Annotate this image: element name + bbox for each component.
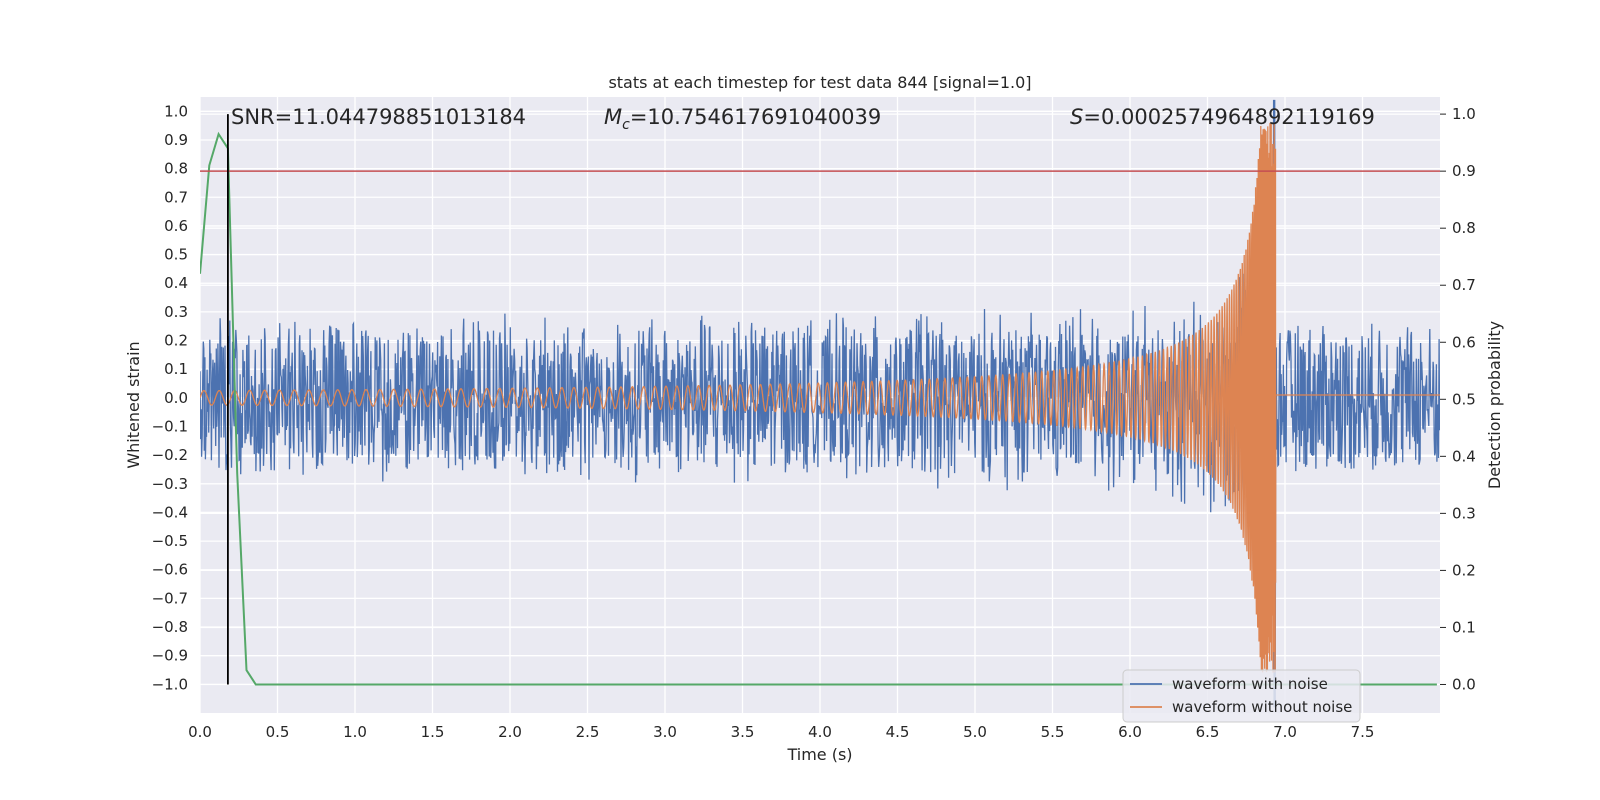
y-axis-label: Whitened strain xyxy=(124,341,143,468)
legend: waveform with noise waveform without noi… xyxy=(1122,669,1361,723)
y-tick-label: −0.5 xyxy=(152,532,188,550)
line-waveform-without-noise xyxy=(200,122,1440,673)
legend-box xyxy=(1122,669,1361,723)
mc-annotation: Mc=10.754617691040039 xyxy=(604,105,881,133)
x-axis-label: Time (s) xyxy=(786,745,852,764)
x-tick-label: 4.5 xyxy=(886,723,910,741)
y2-tick-label: 0.5 xyxy=(1452,390,1476,408)
y-tick-label: −0.8 xyxy=(152,618,188,636)
y2-tick-label: 0.7 xyxy=(1452,276,1476,294)
y-tick-label: 0.0 xyxy=(164,389,188,407)
x-tick-label: 3.5 xyxy=(731,723,755,741)
y2-tick-label: 0.9 xyxy=(1452,162,1476,180)
y2-axis-label: Detection probability xyxy=(1485,321,1504,489)
y-tick-label: 0.2 xyxy=(164,332,188,350)
x-tick-label: 5.5 xyxy=(1041,723,1065,741)
snr-annotation: SNR=11.044798851013184 xyxy=(231,105,526,129)
y-tick-label: 1.0 xyxy=(164,102,188,120)
y-tick-label: −1.0 xyxy=(152,675,188,693)
x-tick-label: 3.0 xyxy=(653,723,677,741)
x-tick-label: 1.0 xyxy=(343,723,367,741)
y-tick-label: 0.7 xyxy=(164,188,188,206)
x-tick-label: 2.5 xyxy=(576,723,600,741)
x-tick-label: 6.0 xyxy=(1118,723,1142,741)
y-tick-label: 0.6 xyxy=(164,217,188,235)
x-tick-label: 4.0 xyxy=(808,723,832,741)
y-tick-label: −0.6 xyxy=(152,561,188,579)
y-tick-label: −0.3 xyxy=(152,475,188,493)
y-tick-label: 0.8 xyxy=(164,160,188,178)
y2-tick-label: 0.4 xyxy=(1452,447,1476,465)
y-tick-label: 0.9 xyxy=(164,131,188,149)
line-detection-probability xyxy=(200,131,1437,686)
y-tick-label: −0.1 xyxy=(152,417,188,435)
y-tick-label: 0.5 xyxy=(164,246,188,264)
x-tick-labels: 0.0 0.5 1.0 1.5 2.0 2.5 3.0 3.5 4.0 4.5 5.0 5.5 6.0 6… xyxy=(188,723,1374,741)
mc-symbol: M xyxy=(604,105,622,129)
legend-label-clean: waveform without noise xyxy=(1172,698,1352,716)
y-tick-label: 0.4 xyxy=(164,274,188,292)
series-detection-probability xyxy=(200,131,1437,686)
s-value: =0.0002574964892119169 xyxy=(1083,105,1375,129)
mc-value: =10.754617691040039 xyxy=(630,105,881,129)
y2-tick-label: 1.0 xyxy=(1452,105,1476,123)
y2-tick-label: 0.0 xyxy=(1452,675,1476,693)
y-tick-label: 0.1 xyxy=(164,360,188,378)
y-tick-label: −0.7 xyxy=(152,589,188,607)
y-tick-label: −0.9 xyxy=(152,647,188,665)
mc-subscript: c xyxy=(622,117,630,133)
chart-title: stats at each timestep for test data 844… xyxy=(608,73,1031,92)
x-tick-label: 0.0 xyxy=(188,723,212,741)
y2-tick-label: 0.8 xyxy=(1452,219,1476,237)
x-tick-label: 1.5 xyxy=(421,723,445,741)
x-tick-label: 5.0 xyxy=(963,723,987,741)
legend-label-noise: waveform with noise xyxy=(1172,675,1328,693)
x-tick-label: 7.0 xyxy=(1273,723,1297,741)
y2-tick-label: 0.3 xyxy=(1452,504,1476,522)
y-tick-labels: 1.0 0.9 0.8 0.7 0.6 0.5 0.4 0.3 0.2 0.1 0.0 −0.1 −0.… xyxy=(152,102,188,693)
s-symbol: S xyxy=(1070,105,1083,129)
y2-tick-label: 0.2 xyxy=(1452,561,1476,579)
y2-tick-label: 0.1 xyxy=(1452,618,1476,636)
x-tick-label: 0.5 xyxy=(266,723,290,741)
y-tick-label: −0.4 xyxy=(152,503,188,521)
y-tick-label: −0.2 xyxy=(152,446,188,464)
y2-tick-label: 0.6 xyxy=(1452,333,1476,351)
x-tick-label: 2.0 xyxy=(498,723,522,741)
x-tick-label: 6.5 xyxy=(1196,723,1220,741)
x-tick-label: 7.5 xyxy=(1351,723,1375,741)
series-waveform-without-noise xyxy=(200,122,1440,673)
s-annotation: S=0.0002574964892119169 xyxy=(1070,105,1375,129)
y2-tick-labels: 1.0 0.9 0.8 0.7 0.6 0.5 0.4 0.3 0.2 0.1 0.0 xyxy=(1440,105,1476,693)
y-tick-label: 0.3 xyxy=(164,303,188,321)
